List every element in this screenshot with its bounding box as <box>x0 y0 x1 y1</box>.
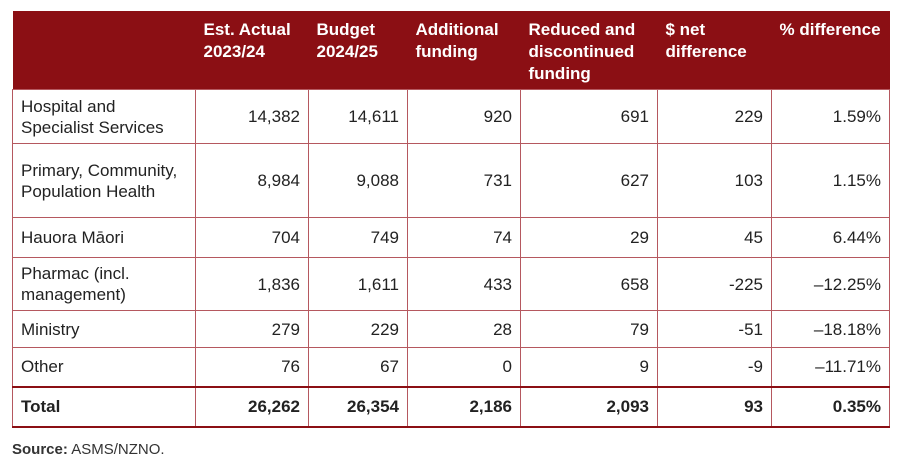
cell-reduced: 29 <box>520 217 658 258</box>
cell-net-difference: -51 <box>657 310 772 348</box>
cell-est-actual: 1,836 <box>195 257 309 311</box>
cell-reduced: 627 <box>520 143 658 218</box>
cell-percent-difference: 6.44% <box>771 217 890 258</box>
source-note: Source: ASMS/NZNO. <box>12 441 165 458</box>
total-reduced: 2,093 <box>520 385 658 428</box>
cell-reduced: 691 <box>520 89 658 144</box>
table-row: Pharmac (incl. management) 1,836 1,611 4… <box>12 257 890 311</box>
source-label: Source: <box>12 441 68 458</box>
cell-net-difference: -225 <box>657 257 772 311</box>
cell-est-actual: 8,984 <box>195 143 309 218</box>
cell-budget: 9,088 <box>308 143 408 218</box>
cell-percent-difference: –18.18% <box>771 310 890 348</box>
header-cell-reduced-funding: Reduced and discontinued funding <box>520 11 658 90</box>
cell-est-actual: 76 <box>195 347 309 387</box>
cell-budget: 749 <box>308 217 408 258</box>
table-row: Hauora Māori 704 749 74 29 45 6.44% <box>12 217 890 258</box>
row-label: Pharmac (incl. management) <box>12 257 196 311</box>
table-row: Ministry 279 229 28 79 -51 –18.18% <box>12 310 890 348</box>
table-row: Other 76 67 0 9 -9 –11.71% <box>12 347 890 387</box>
header-cell-net-difference: $ net difference <box>657 11 772 90</box>
cell-reduced: 9 <box>520 347 658 387</box>
budget-table-container: Est. Actual 2023/24 Budget 2024/25 Addit… <box>12 11 890 428</box>
total-budget: 26,354 <box>308 385 408 428</box>
row-label: Other <box>12 347 196 387</box>
total-row: Total 26,262 26,354 2,186 2,093 93 0.35% <box>12 385 890 428</box>
cell-net-difference: 103 <box>657 143 772 218</box>
cell-reduced: 79 <box>520 310 658 348</box>
header-cell-budget: Budget 2024/25 <box>308 11 408 90</box>
cell-est-actual: 704 <box>195 217 309 258</box>
cell-net-difference: 45 <box>657 217 772 258</box>
cell-percent-difference: –12.25% <box>771 257 890 311</box>
cell-reduced: 658 <box>520 257 658 311</box>
cell-additional: 920 <box>407 89 521 144</box>
cell-est-actual: 279 <box>195 310 309 348</box>
budget-table: Est. Actual 2023/24 Budget 2024/25 Addit… <box>12 11 890 428</box>
cell-percent-difference: 1.15% <box>771 143 890 218</box>
cell-additional: 0 <box>407 347 521 387</box>
cell-budget: 14,611 <box>308 89 408 144</box>
header-cell-percent-difference: % difference <box>771 11 890 90</box>
row-label: Hospital and Specialist Services <box>12 89 196 144</box>
cell-est-actual: 14,382 <box>195 89 309 144</box>
cell-net-difference: -9 <box>657 347 772 387</box>
source-text: ASMS/NZNO. <box>71 441 165 458</box>
total-est-actual: 26,262 <box>195 385 309 428</box>
header-cell-category <box>12 11 196 90</box>
table-row: Primary, Community, Population Health 8,… <box>12 143 890 218</box>
table-row: Hospital and Specialist Services 14,382 … <box>12 89 890 144</box>
cell-percent-difference: –11.71% <box>771 347 890 387</box>
cell-budget: 67 <box>308 347 408 387</box>
header-cell-est-actual: Est. Actual 2023/24 <box>195 11 309 90</box>
cell-additional: 433 <box>407 257 521 311</box>
cell-additional: 74 <box>407 217 521 258</box>
total-additional: 2,186 <box>407 385 521 428</box>
cell-additional: 731 <box>407 143 521 218</box>
total-label: Total <box>12 385 196 428</box>
cell-budget: 229 <box>308 310 408 348</box>
total-net-difference: 93 <box>657 385 772 428</box>
total-percent-difference: 0.35% <box>771 385 890 428</box>
row-label: Ministry <box>12 310 196 348</box>
row-label: Hauora Māori <box>12 217 196 258</box>
cell-net-difference: 229 <box>657 89 772 144</box>
row-label: Primary, Community, Population Health <box>12 143 196 218</box>
header-cell-additional-funding: Additional funding <box>407 11 521 90</box>
header-row: Est. Actual 2023/24 Budget 2024/25 Addit… <box>12 11 890 90</box>
cell-budget: 1,611 <box>308 257 408 311</box>
cell-additional: 28 <box>407 310 521 348</box>
cell-percent-difference: 1.59% <box>771 89 890 144</box>
